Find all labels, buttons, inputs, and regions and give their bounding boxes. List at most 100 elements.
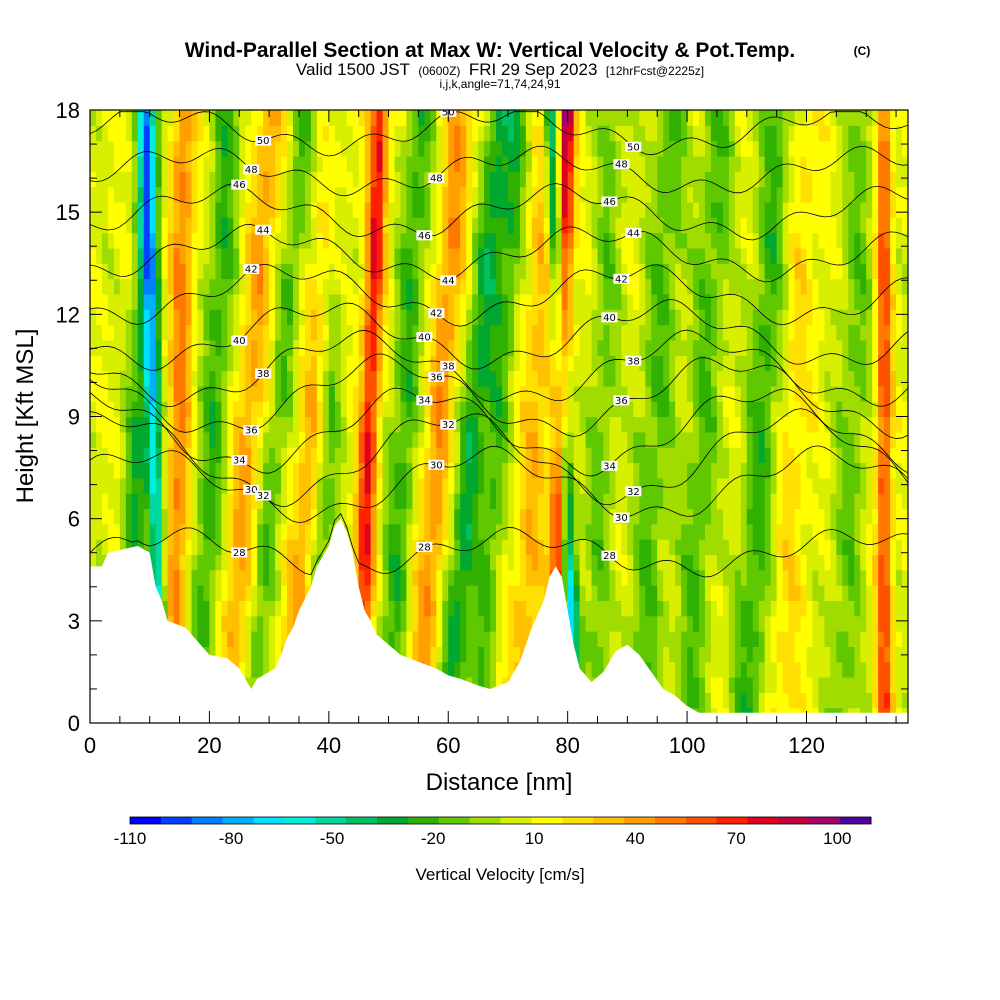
velocity-cell xyxy=(364,309,372,326)
velocity-cell xyxy=(663,201,670,218)
velocity-cell xyxy=(448,539,455,556)
velocity-cell xyxy=(251,493,258,510)
velocity-cell xyxy=(519,110,527,126)
velocity-cell xyxy=(95,401,103,418)
velocity-cell xyxy=(245,293,252,310)
velocity-cell xyxy=(621,125,628,142)
velocity-cell xyxy=(460,523,467,540)
velocity-cell xyxy=(460,110,467,126)
velocity-cell xyxy=(412,201,419,218)
velocity-cell xyxy=(352,462,360,479)
velocity-cell xyxy=(269,431,276,448)
velocity-cell xyxy=(549,201,557,218)
velocity-cell xyxy=(693,232,700,249)
velocity-cell xyxy=(615,370,622,387)
velocity-cell xyxy=(513,569,521,586)
velocity-cell xyxy=(657,293,664,310)
velocity-cell xyxy=(531,355,539,372)
velocity-cell xyxy=(275,569,282,586)
velocity-cell xyxy=(167,293,175,310)
velocity-cell xyxy=(519,385,527,402)
velocity-cell xyxy=(770,355,778,372)
velocity-cell xyxy=(621,293,628,310)
velocity-cell xyxy=(585,155,593,172)
velocity-cell xyxy=(699,339,706,356)
velocity-cell xyxy=(197,370,205,387)
velocity-cell xyxy=(704,508,712,525)
velocity-cell xyxy=(490,385,497,402)
velocity-cell xyxy=(770,677,778,693)
velocity-cell xyxy=(621,600,628,617)
velocity-cell xyxy=(322,431,330,448)
velocity-cell xyxy=(125,232,133,249)
velocity-cell xyxy=(621,554,628,571)
velocity-cell xyxy=(478,385,485,402)
velocity-cell xyxy=(454,447,461,464)
velocity-cell xyxy=(734,217,742,234)
velocity-cell xyxy=(221,431,228,448)
velocity-cell xyxy=(263,140,270,157)
velocity-cell xyxy=(221,324,228,341)
velocity-cell xyxy=(543,247,551,264)
velocity-cell xyxy=(388,278,396,295)
velocity-cell xyxy=(125,293,133,310)
velocity-cell xyxy=(197,416,205,433)
velocity-cell xyxy=(525,447,533,464)
velocity-cell xyxy=(263,201,270,218)
velocity-cell xyxy=(364,355,372,372)
velocity-cell xyxy=(125,217,133,234)
velocity-cell xyxy=(149,416,157,433)
velocity-cell xyxy=(567,140,575,157)
velocity-cell xyxy=(197,293,205,310)
velocity-cell xyxy=(143,508,151,525)
velocity-cell xyxy=(770,171,778,188)
velocity-cell xyxy=(185,309,193,326)
velocity-cell xyxy=(770,324,778,341)
velocity-cell xyxy=(221,110,228,126)
velocity-cell xyxy=(716,339,724,356)
velocity-cell xyxy=(573,385,581,402)
velocity-cell xyxy=(346,278,354,295)
velocity-cell xyxy=(794,462,802,479)
velocity-cell xyxy=(394,263,402,280)
velocity-cell xyxy=(669,508,676,525)
velocity-cell xyxy=(239,631,246,647)
velocity-cell xyxy=(346,110,354,111)
velocity-cell xyxy=(537,385,545,402)
velocity-cell xyxy=(149,401,157,418)
velocity-cell xyxy=(227,232,234,249)
velocity-cell xyxy=(555,431,563,448)
velocity-cell xyxy=(490,125,497,142)
velocity-cell xyxy=(794,232,802,249)
velocity-cell xyxy=(424,631,431,647)
velocity-cell xyxy=(567,539,575,556)
velocity-cell xyxy=(693,523,700,540)
velocity-cell xyxy=(758,523,766,540)
velocity-cell xyxy=(352,110,360,126)
velocity-cell xyxy=(484,186,491,203)
velocity-cell xyxy=(525,125,533,142)
velocity-cell xyxy=(125,431,133,448)
velocity-cell xyxy=(681,278,688,295)
velocity-cell xyxy=(215,431,222,448)
velocity-cell xyxy=(376,585,384,601)
velocity-cell xyxy=(263,171,270,188)
velocity-cell xyxy=(245,401,252,418)
velocity-cell xyxy=(770,569,778,586)
velocity-cell xyxy=(704,339,712,356)
velocity-cell xyxy=(627,447,634,464)
velocity-cell xyxy=(543,201,551,218)
velocity-cell xyxy=(263,309,270,326)
velocity-cell xyxy=(304,155,312,172)
velocity-cell xyxy=(669,477,676,494)
velocity-cell xyxy=(460,416,467,433)
velocity-cell xyxy=(699,155,706,172)
velocity-cell xyxy=(466,539,473,556)
velocity-cell xyxy=(764,631,772,647)
velocity-cell xyxy=(257,416,264,433)
velocity-cell xyxy=(621,615,628,632)
velocity-cell xyxy=(531,554,539,571)
velocity-cell xyxy=(615,140,622,157)
velocity-cell xyxy=(382,385,390,402)
